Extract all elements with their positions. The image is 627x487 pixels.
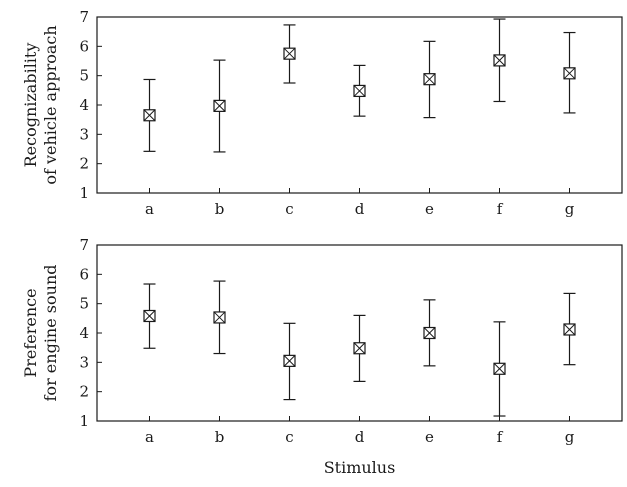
x-tick-label: b xyxy=(215,428,225,446)
data-point-g xyxy=(563,292,576,366)
y-axis-title-line: Recognizability xyxy=(21,43,40,168)
marker-cross xyxy=(493,54,506,67)
y-tick-label: 7 xyxy=(79,8,89,26)
y-tick-label: 2 xyxy=(79,383,89,401)
data-point-e xyxy=(423,40,436,119)
marker-cross xyxy=(143,109,156,122)
marker-cross xyxy=(493,362,506,375)
y-tick-label: 5 xyxy=(79,67,89,85)
data-point-e xyxy=(423,299,436,367)
x-tick-label: a xyxy=(145,200,154,218)
y-axis-title-line: of vehicle approach xyxy=(41,25,60,184)
y-axis-title: Preferencefor engine sound xyxy=(21,265,60,402)
y-tick-label: 4 xyxy=(79,324,89,342)
x-tick-label: g xyxy=(565,428,575,446)
x-tick-label: c xyxy=(285,200,293,218)
x-tick-label: c xyxy=(285,428,293,446)
x-tick-label: a xyxy=(145,428,154,446)
y-tick-label: 2 xyxy=(79,155,89,173)
panel-preference: 1 2 3 4 5 6 7 a b c d e f g Preferencefor engine sound… xyxy=(21,236,623,477)
data-point-d xyxy=(353,64,366,117)
y-tick-label: 3 xyxy=(79,125,89,143)
y-tick-label: 1 xyxy=(79,184,89,202)
y-tick-label: 3 xyxy=(79,353,89,371)
y-axis-title: Recognizabilityof vehicle approach xyxy=(21,25,60,184)
data-point-g xyxy=(563,31,576,114)
marker-cross xyxy=(563,67,576,80)
marker-cross xyxy=(283,355,296,367)
y-tick-label: 7 xyxy=(79,236,89,254)
marker-cross xyxy=(143,310,156,322)
marker-cross xyxy=(283,47,296,60)
x-axis-title: Stimulus xyxy=(324,458,396,477)
data-point-b xyxy=(213,280,226,355)
data-point-c xyxy=(283,24,296,84)
x-tick-label: d xyxy=(355,428,365,446)
data-point-a xyxy=(143,283,156,349)
data-point-f xyxy=(493,321,506,417)
marker-cross xyxy=(353,85,366,97)
x-tick-label: f xyxy=(497,428,504,446)
marker-cross xyxy=(353,342,366,355)
y-tick-label: 1 xyxy=(79,412,89,430)
x-tick-label: b xyxy=(215,200,225,218)
marker-cross xyxy=(423,73,436,86)
marker-cross xyxy=(423,327,436,339)
x-tick-label: d xyxy=(355,200,365,218)
y-tick-label: 6 xyxy=(79,37,89,55)
y-axis-title-line: for engine sound xyxy=(41,265,60,402)
data-point-c xyxy=(283,322,296,401)
x-tick-label: f xyxy=(497,200,504,218)
y-tick-label: 4 xyxy=(79,96,89,114)
marker-cross xyxy=(563,323,576,336)
data-point-d xyxy=(353,314,366,382)
data-point-a xyxy=(143,78,156,152)
data-point-f xyxy=(493,18,506,103)
y-tick-label: 5 xyxy=(79,295,89,313)
data-point-b xyxy=(213,59,226,153)
marker-cross xyxy=(213,311,226,324)
marker-cross xyxy=(213,100,226,112)
y-tick-label: 6 xyxy=(79,265,89,283)
panel-recognizability: 1 2 3 4 5 6 7 a b c d e f g Recognizabilityof vehicle … xyxy=(21,8,623,218)
x-tick-label: g xyxy=(565,200,575,218)
y-axis-title-line: Preference xyxy=(21,288,40,377)
x-tick-label: e xyxy=(425,200,434,218)
x-tick-label: e xyxy=(425,428,434,446)
